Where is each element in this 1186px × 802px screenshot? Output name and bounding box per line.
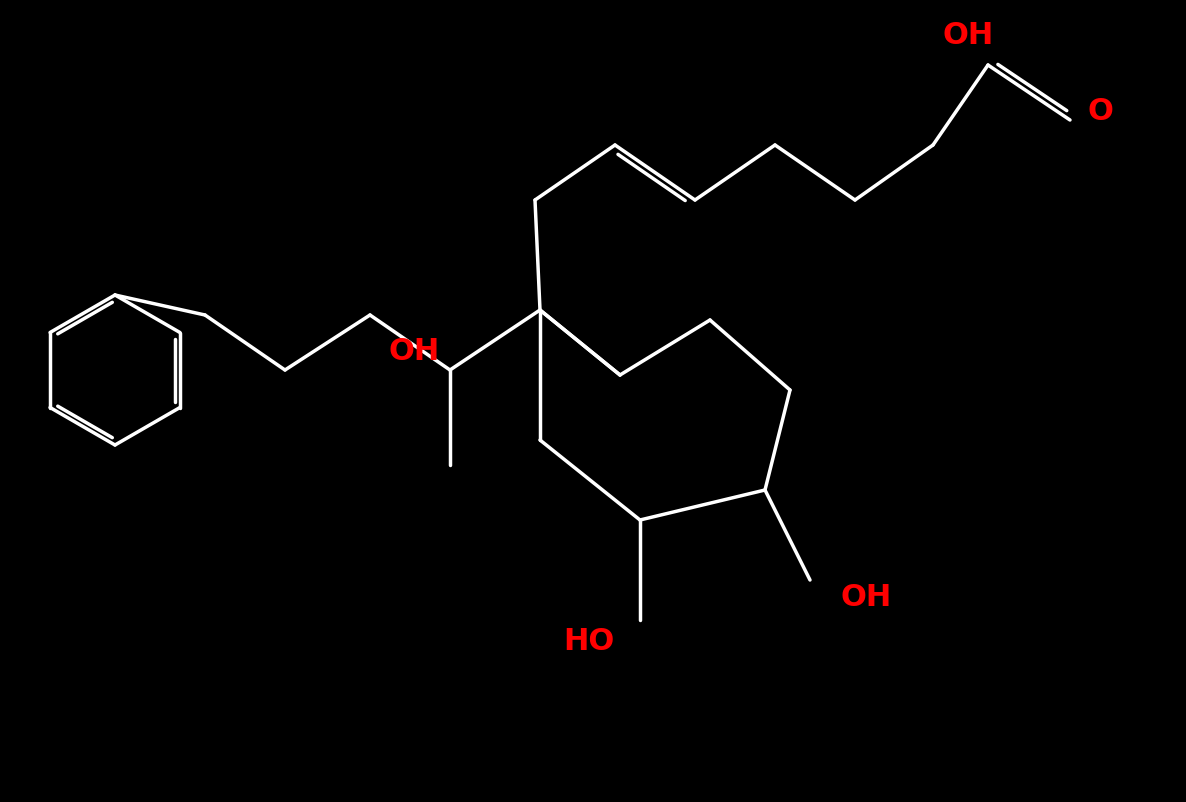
Text: OH: OH [840,584,891,613]
Text: OH: OH [943,21,994,50]
Text: O: O [1088,98,1112,127]
Text: HO: HO [563,627,616,657]
Text: OH: OH [389,338,440,367]
